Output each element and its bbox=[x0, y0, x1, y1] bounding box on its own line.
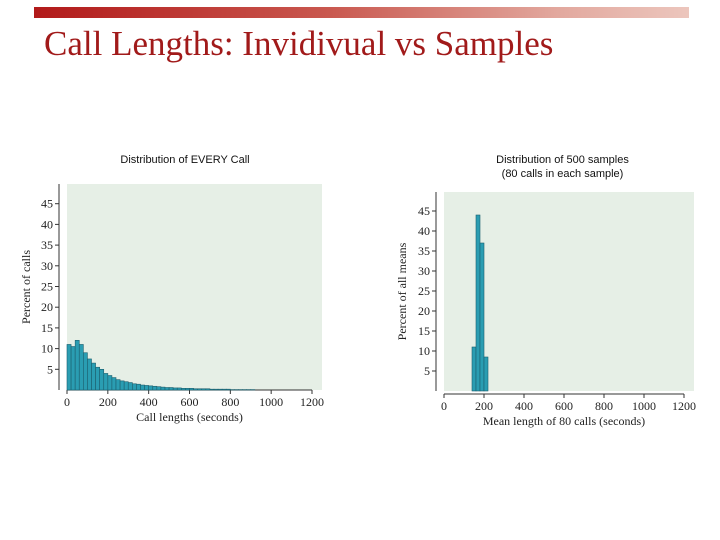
left-x-tick-label: 0 bbox=[64, 395, 70, 409]
left-y-tick-label: 45 bbox=[41, 197, 53, 211]
right-y-tick-label: 35 bbox=[418, 244, 430, 258]
right-x-tick-label: 200 bbox=[475, 399, 493, 413]
left-y-tick-label: 5 bbox=[47, 362, 53, 376]
right-y-tick-label: 15 bbox=[418, 324, 430, 338]
left-x-tick-label: 1000 bbox=[259, 395, 283, 409]
right-bar bbox=[479, 242, 485, 392]
left-y-tick-label: 15 bbox=[41, 321, 53, 335]
left-x-tick-label: 200 bbox=[99, 395, 117, 409]
slide-title: Call Lengths: Invidivual vs Samples bbox=[44, 24, 554, 63]
left-x-tick-label: 1200 bbox=[300, 395, 324, 409]
left-y-tick-label: 35 bbox=[41, 238, 53, 252]
right-bar bbox=[475, 214, 481, 392]
left-x-tick-label: 600 bbox=[181, 395, 199, 409]
left-plot-area bbox=[67, 184, 322, 390]
left-chart-caption: Distribution of EVERY Call bbox=[120, 154, 250, 166]
right-y-tick-label: 20 bbox=[418, 304, 430, 318]
right-x-tick-label: 1200 bbox=[672, 399, 696, 413]
left-y-tick-label: 25 bbox=[41, 280, 53, 294]
title-accent-bar bbox=[34, 7, 689, 18]
left-y-axis-label: Percent of calls bbox=[19, 250, 33, 324]
left-y-tick-label: 10 bbox=[41, 342, 53, 356]
right-x-tick-label: 800 bbox=[595, 399, 613, 413]
right-y-tick-label: 40 bbox=[418, 224, 430, 238]
right-y-tick-label: 45 bbox=[418, 204, 430, 218]
right-y-axis-label: Percent of all means bbox=[395, 242, 409, 340]
left-y-tick-label: 20 bbox=[41, 300, 53, 314]
right-y-tick-label: 25 bbox=[418, 284, 430, 298]
right-x-axis-label: Mean length of 80 calls (seconds) bbox=[483, 414, 645, 428]
left-x-axis-label: Call lengths (seconds) bbox=[136, 410, 243, 424]
right-x-tick-label: 400 bbox=[515, 399, 533, 413]
left-y-tick-label: 30 bbox=[41, 259, 53, 273]
left-y-tick-label: 40 bbox=[41, 217, 53, 231]
left-x-tick-label: 400 bbox=[140, 395, 158, 409]
right-x-tick-label: 600 bbox=[555, 399, 573, 413]
right-y-tick-label: 5 bbox=[424, 364, 430, 378]
left-x-tick-label: 800 bbox=[221, 395, 239, 409]
right-chart-caption: Distribution of 500 samples (80 calls in… bbox=[496, 154, 629, 180]
right-y-tick-label: 10 bbox=[418, 344, 430, 358]
right-bar bbox=[471, 346, 477, 392]
right-y-tick-label: 30 bbox=[418, 264, 430, 278]
right-x-tick-label: 1000 bbox=[632, 399, 656, 413]
right-bar bbox=[483, 356, 489, 392]
right-x-tick-label: 0 bbox=[441, 399, 447, 413]
